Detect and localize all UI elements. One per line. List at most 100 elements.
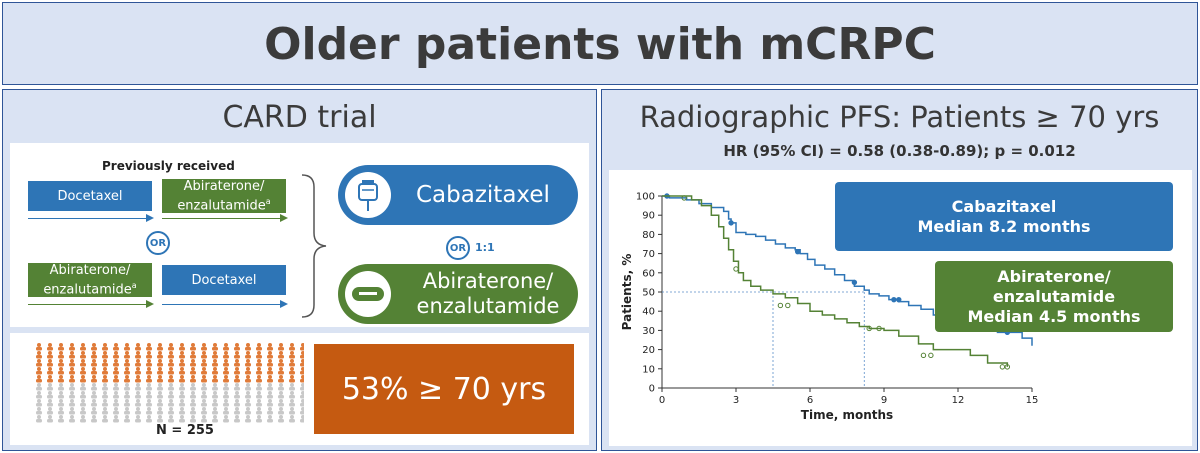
person-icon bbox=[91, 383, 97, 391]
person-icon bbox=[278, 359, 284, 367]
person-icon bbox=[245, 407, 251, 415]
person-icon bbox=[190, 399, 196, 407]
person-icon bbox=[267, 407, 273, 415]
person-icon bbox=[135, 375, 141, 383]
person-icon bbox=[91, 391, 97, 399]
person-icon bbox=[124, 399, 130, 407]
person-icon bbox=[58, 391, 64, 399]
person-icon bbox=[124, 391, 130, 399]
person-icon bbox=[223, 351, 229, 359]
y-tick-label: 50 bbox=[642, 288, 655, 299]
person-icon bbox=[201, 399, 207, 407]
person-icon bbox=[69, 399, 75, 407]
person-icon bbox=[146, 399, 152, 407]
person-icon bbox=[179, 391, 185, 399]
person-icon bbox=[212, 359, 218, 367]
legend-cabazitaxel-line1: Cabazitaxel bbox=[951, 196, 1057, 216]
person-icon bbox=[36, 359, 42, 367]
person-icon bbox=[146, 407, 152, 415]
person-icon bbox=[300, 375, 304, 383]
person-icon bbox=[113, 359, 119, 367]
hazard-ratio-text: HR (95% CI) = 0.58 (0.38-0.89); p = 0.01… bbox=[723, 142, 1076, 160]
person-icon bbox=[135, 407, 141, 415]
person-icon bbox=[69, 367, 75, 375]
person-icon bbox=[47, 415, 53, 423]
person-icon bbox=[256, 391, 262, 399]
person-icon bbox=[212, 399, 218, 407]
person-icon bbox=[278, 367, 284, 375]
censor-mark bbox=[896, 296, 902, 303]
person-icon bbox=[212, 407, 218, 415]
page-title: Older patients with mCRPC bbox=[264, 19, 936, 70]
person-icon bbox=[300, 415, 304, 423]
person-icon bbox=[102, 367, 108, 375]
person-icon bbox=[300, 351, 304, 359]
person-icon bbox=[91, 375, 97, 383]
person-icon bbox=[47, 359, 53, 367]
pill-capsule-icon bbox=[345, 271, 391, 317]
legend-cabazitaxel: Cabazitaxel Median 8.2 months bbox=[835, 182, 1173, 251]
person-icon bbox=[157, 375, 163, 383]
abiraterone-arm-label: Abiraterone/ enzalutamide bbox=[402, 269, 574, 319]
censor-mark bbox=[681, 195, 687, 201]
person-icon bbox=[168, 375, 174, 383]
person-icon bbox=[190, 407, 196, 415]
title-banner: Older patients with mCRPC bbox=[2, 2, 1198, 85]
person-icon bbox=[267, 343, 273, 351]
person-icon bbox=[190, 351, 196, 359]
y-tick-label: 40 bbox=[642, 307, 655, 318]
person-icon bbox=[47, 383, 53, 391]
person-icon bbox=[289, 343, 295, 351]
person-icon bbox=[146, 391, 152, 399]
person-icon bbox=[300, 359, 304, 367]
person-icon bbox=[201, 343, 207, 351]
person-icon bbox=[267, 367, 273, 375]
person-icon bbox=[223, 383, 229, 391]
person-icon bbox=[256, 407, 262, 415]
person-icon bbox=[190, 367, 196, 375]
person-icon bbox=[146, 415, 152, 423]
person-icon bbox=[135, 415, 141, 423]
person-icon bbox=[168, 415, 174, 423]
person-icon bbox=[267, 415, 273, 423]
person-icon bbox=[80, 391, 86, 399]
person-icon bbox=[278, 375, 284, 383]
person-icon bbox=[212, 383, 218, 391]
person-icon bbox=[146, 383, 152, 391]
person-icon bbox=[168, 391, 174, 399]
person-icon bbox=[157, 383, 163, 391]
legend-abiraterone-line2: enzalutamide bbox=[992, 286, 1116, 306]
person-icon bbox=[256, 383, 262, 391]
person-icon bbox=[179, 383, 185, 391]
person-icon bbox=[168, 343, 174, 351]
km-chart-box: 0 10 20 30 40 50 60 70 80 90 100 0 3 6 9 12 15 Time, mont… bbox=[609, 170, 1192, 446]
person-icon bbox=[278, 343, 284, 351]
person-icon bbox=[234, 351, 240, 359]
censor-mark bbox=[891, 296, 897, 303]
person-icon bbox=[223, 343, 229, 351]
person-icon bbox=[289, 359, 295, 367]
person-icon bbox=[47, 343, 53, 351]
abiraterone-arm: Abiraterone/ enzalutamide bbox=[338, 264, 578, 324]
seq1-docetaxel-bar: Docetaxel bbox=[28, 181, 152, 211]
legend-abiraterone-line1: Abiraterone/ bbox=[997, 266, 1111, 286]
person-icon bbox=[212, 415, 218, 423]
y-tick-label: 0 bbox=[649, 384, 655, 395]
person-icon bbox=[146, 343, 152, 351]
person-icon bbox=[223, 391, 229, 399]
legend-abiraterone: Abiraterone/ enzalutamide Median 4.5 mon… bbox=[935, 261, 1173, 332]
person-icon bbox=[267, 359, 273, 367]
person-icon bbox=[256, 367, 262, 375]
seq2-docetaxel-bar: Docetaxel bbox=[162, 265, 286, 295]
person-icon bbox=[179, 407, 185, 415]
person-icon bbox=[47, 367, 53, 375]
person-icon bbox=[179, 375, 185, 383]
person-icon bbox=[102, 407, 108, 415]
person-icon bbox=[113, 415, 119, 423]
person-icon bbox=[212, 351, 218, 359]
x-tick-label: 6 bbox=[807, 395, 813, 406]
person-icon bbox=[124, 375, 130, 383]
person-icon bbox=[135, 383, 141, 391]
seq2-abiraterone-arrow bbox=[28, 300, 154, 308]
person-icon bbox=[234, 399, 240, 407]
